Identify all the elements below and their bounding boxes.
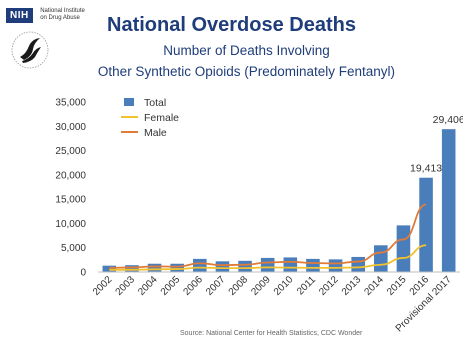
x-tick-label: 2008 <box>227 274 251 298</box>
bar <box>102 265 117 272</box>
y-tick-label: 25,000 <box>55 146 86 157</box>
bar <box>283 257 298 272</box>
bar <box>419 177 433 272</box>
data-label: 19,413 <box>410 163 442 175</box>
bar <box>374 245 388 272</box>
x-tick-label: 2004 <box>136 274 160 298</box>
x-tick-label: 2013 <box>340 274 364 298</box>
bar <box>396 225 411 272</box>
source-note: Source: National Center for Health Stati… <box>180 330 363 337</box>
legend-label-total: Total <box>144 97 166 109</box>
chart-title: National Overdose Deaths <box>107 14 356 36</box>
hhs-seal-icon <box>11 31 49 69</box>
bar <box>328 259 343 272</box>
x-tick-label: 2005 <box>159 274 183 298</box>
y-tick-label: 15,000 <box>55 195 86 206</box>
y-tick-label: 5,000 <box>61 243 86 254</box>
y-tick-label: 20,000 <box>55 170 86 181</box>
nih-logo-line2: on Drug Abuse <box>40 15 80 21</box>
nih-logo-line1: National Institute <box>40 8 85 14</box>
x-tick-label: 2002 <box>91 274 115 298</box>
bar <box>125 265 139 272</box>
y-tick-label: 0 <box>80 268 86 279</box>
nih-logo: NIH National Institute on Drug Abuse <box>6 8 85 26</box>
data-label: 29,406 <box>433 114 463 126</box>
chart-subtitle-line2: Other Synthetic Opioids (Predominately F… <box>97 64 396 79</box>
bar <box>170 263 184 272</box>
chart-subtitle-line1: Number of Deaths Involving <box>163 43 330 58</box>
female-series-line <box>109 244 427 271</box>
bar <box>260 257 275 272</box>
bar <box>441 129 456 272</box>
x-tick-label: 2015 <box>385 274 409 298</box>
y-tick-label: 35,000 <box>55 98 86 109</box>
bar <box>306 258 320 272</box>
x-tick-label: 2006 <box>181 274 205 298</box>
legend-label-male: Male <box>144 127 167 139</box>
x-tick-label: 2009 <box>249 274 273 298</box>
y-tick-label: 10,000 <box>55 219 86 230</box>
x-tick-label: 2003 <box>114 274 138 298</box>
male-series-line <box>109 203 427 269</box>
bar <box>193 258 207 272</box>
bar <box>351 256 365 272</box>
nih-logo-text: National Institute on Drug Abuse <box>40 8 85 22</box>
bar <box>215 261 230 272</box>
x-tick-label: 2012 <box>317 274 341 298</box>
y-tick-label: 30,000 <box>55 122 86 133</box>
legend-label-female: Female <box>144 112 179 124</box>
legend-swatch-total <box>124 98 134 106</box>
bar <box>147 263 162 272</box>
x-tick-label: 2007 <box>204 274 228 298</box>
x-tick-label: 2014 <box>362 274 386 298</box>
bar <box>238 260 252 272</box>
x-tick-label: 2010 <box>272 274 296 298</box>
x-tick-label: 2011 <box>295 274 318 297</box>
nih-logo-mark: NIH <box>6 8 33 23</box>
